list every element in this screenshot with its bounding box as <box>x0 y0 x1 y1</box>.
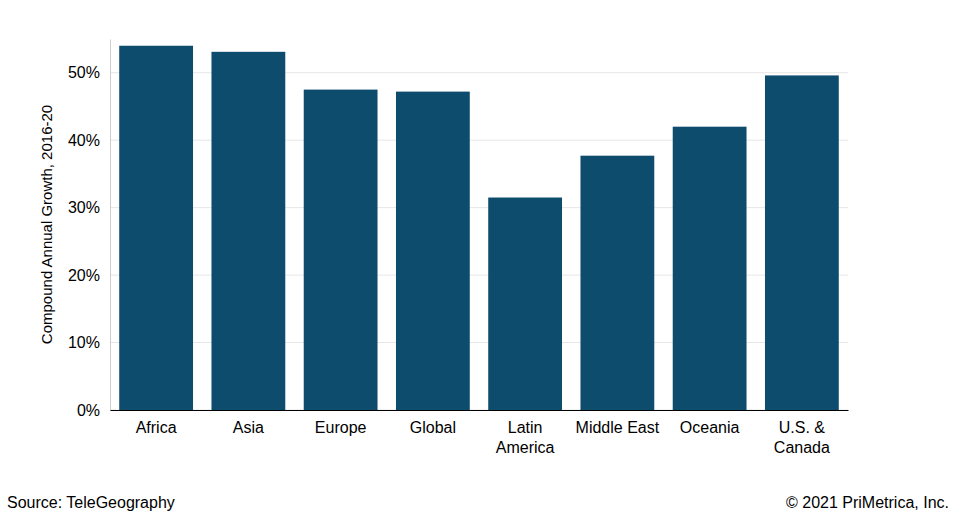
y-tick: 20% <box>68 267 110 284</box>
y-tick-label: 30% <box>68 199 100 216</box>
bar <box>304 90 378 410</box>
y-tick-label: 10% <box>68 334 100 351</box>
bar <box>488 198 562 410</box>
y-tick: 10% <box>68 334 110 351</box>
x-tick-label: Asia <box>233 419 264 436</box>
x-axis: Africa Asia Europe Global Latin America Middle… <box>111 410 849 456</box>
y-tick-label: 40% <box>68 132 100 149</box>
y-axis-title: Compound Annual Growth, 2016-20 <box>38 105 55 344</box>
x-tick-label-line: Global <box>410 419 456 436</box>
x-tick-label-line: Middle East <box>576 419 660 436</box>
x-tick-label: Oceania <box>680 419 740 436</box>
y-tick: 30% <box>68 199 110 216</box>
y-tick: 40% <box>68 132 110 149</box>
x-tick: Latin America <box>496 410 555 456</box>
bar <box>673 127 747 410</box>
x-tick: Global <box>410 410 456 436</box>
x-axis-line <box>111 410 849 411</box>
x-tick-label-line: Europe <box>315 419 367 436</box>
y-axis: 0% 10% 20% 30% 40% 50% <box>68 40 111 419</box>
chart: 0% 10% 20% 30% 40% 50% Africa Asia Europe Global L… <box>0 0 957 525</box>
bar <box>119 46 193 410</box>
bar <box>396 92 470 410</box>
x-tick: Europe <box>315 410 367 436</box>
bar <box>765 75 839 410</box>
y-tick-label: 0% <box>77 402 100 419</box>
y-axis-line <box>110 40 111 411</box>
x-tick-label-line: Canada <box>774 439 830 456</box>
x-tick-label-line: America <box>496 439 555 456</box>
x-tick-label: Latin America <box>496 419 555 456</box>
bars <box>119 46 839 410</box>
x-tick-label-line: Oceania <box>680 419 740 436</box>
y-tick: 50% <box>68 64 110 81</box>
credit-note: © 2021 PriMetrica, Inc. <box>786 494 949 511</box>
source-note: Source: TeleGeography <box>7 494 175 511</box>
y-tick-label: 50% <box>68 64 100 81</box>
x-tick-label: Global <box>410 419 456 436</box>
x-tick: Middle East <box>576 410 660 436</box>
y-tick: 0% <box>77 402 110 419</box>
x-tick-label-line: U.S. & <box>779 419 826 436</box>
x-tick-label-line: Latin <box>508 419 543 436</box>
x-tick-label: Europe <box>315 419 367 436</box>
y-tick-label: 20% <box>68 267 100 284</box>
x-tick: Oceania <box>680 410 740 436</box>
x-tick-label: Africa <box>136 419 177 436</box>
bar <box>580 156 654 410</box>
bar <box>211 52 285 410</box>
x-tick: Africa <box>136 410 177 436</box>
x-tick-label-line: Asia <box>233 419 264 436</box>
x-tick-label: U.S. & Canada <box>774 419 830 456</box>
x-tick-label-line: Africa <box>136 419 177 436</box>
x-tick: Asia <box>233 410 264 436</box>
x-tick: U.S. & Canada <box>774 410 830 456</box>
x-tick-label: Middle East <box>576 419 660 436</box>
